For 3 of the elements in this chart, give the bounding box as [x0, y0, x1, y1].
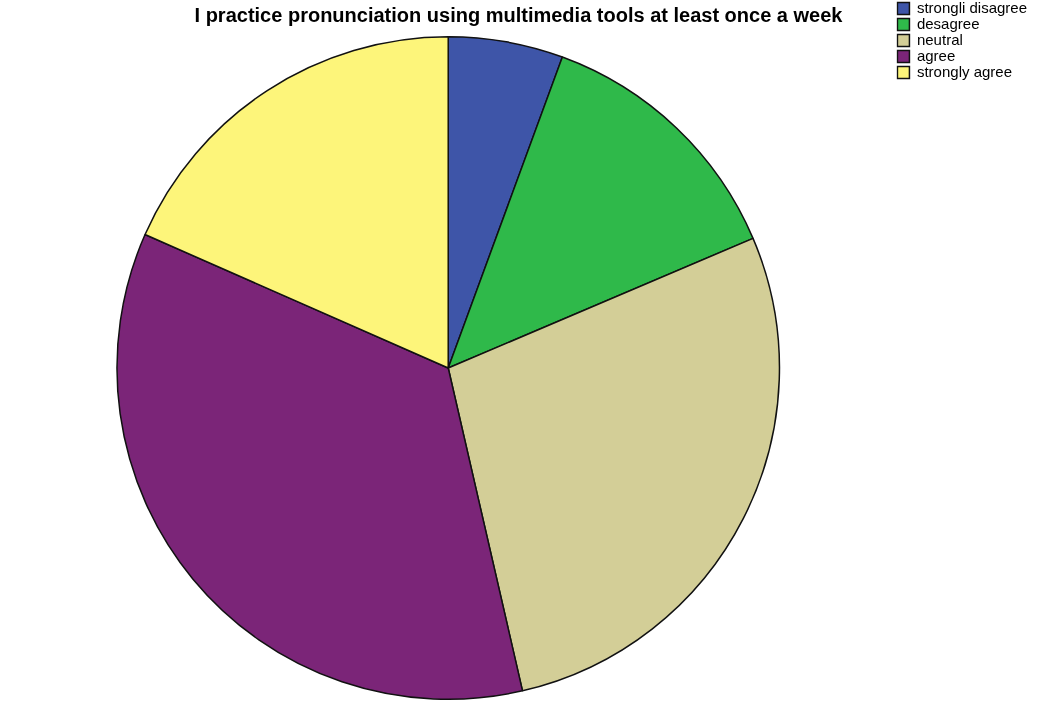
legend-label: strongli disagree: [916, 0, 1027, 16]
legend-label: agree: [916, 46, 956, 64]
chart-title: I practice pronunciation using multimedia tools at least once a week: [194, 3, 844, 26]
